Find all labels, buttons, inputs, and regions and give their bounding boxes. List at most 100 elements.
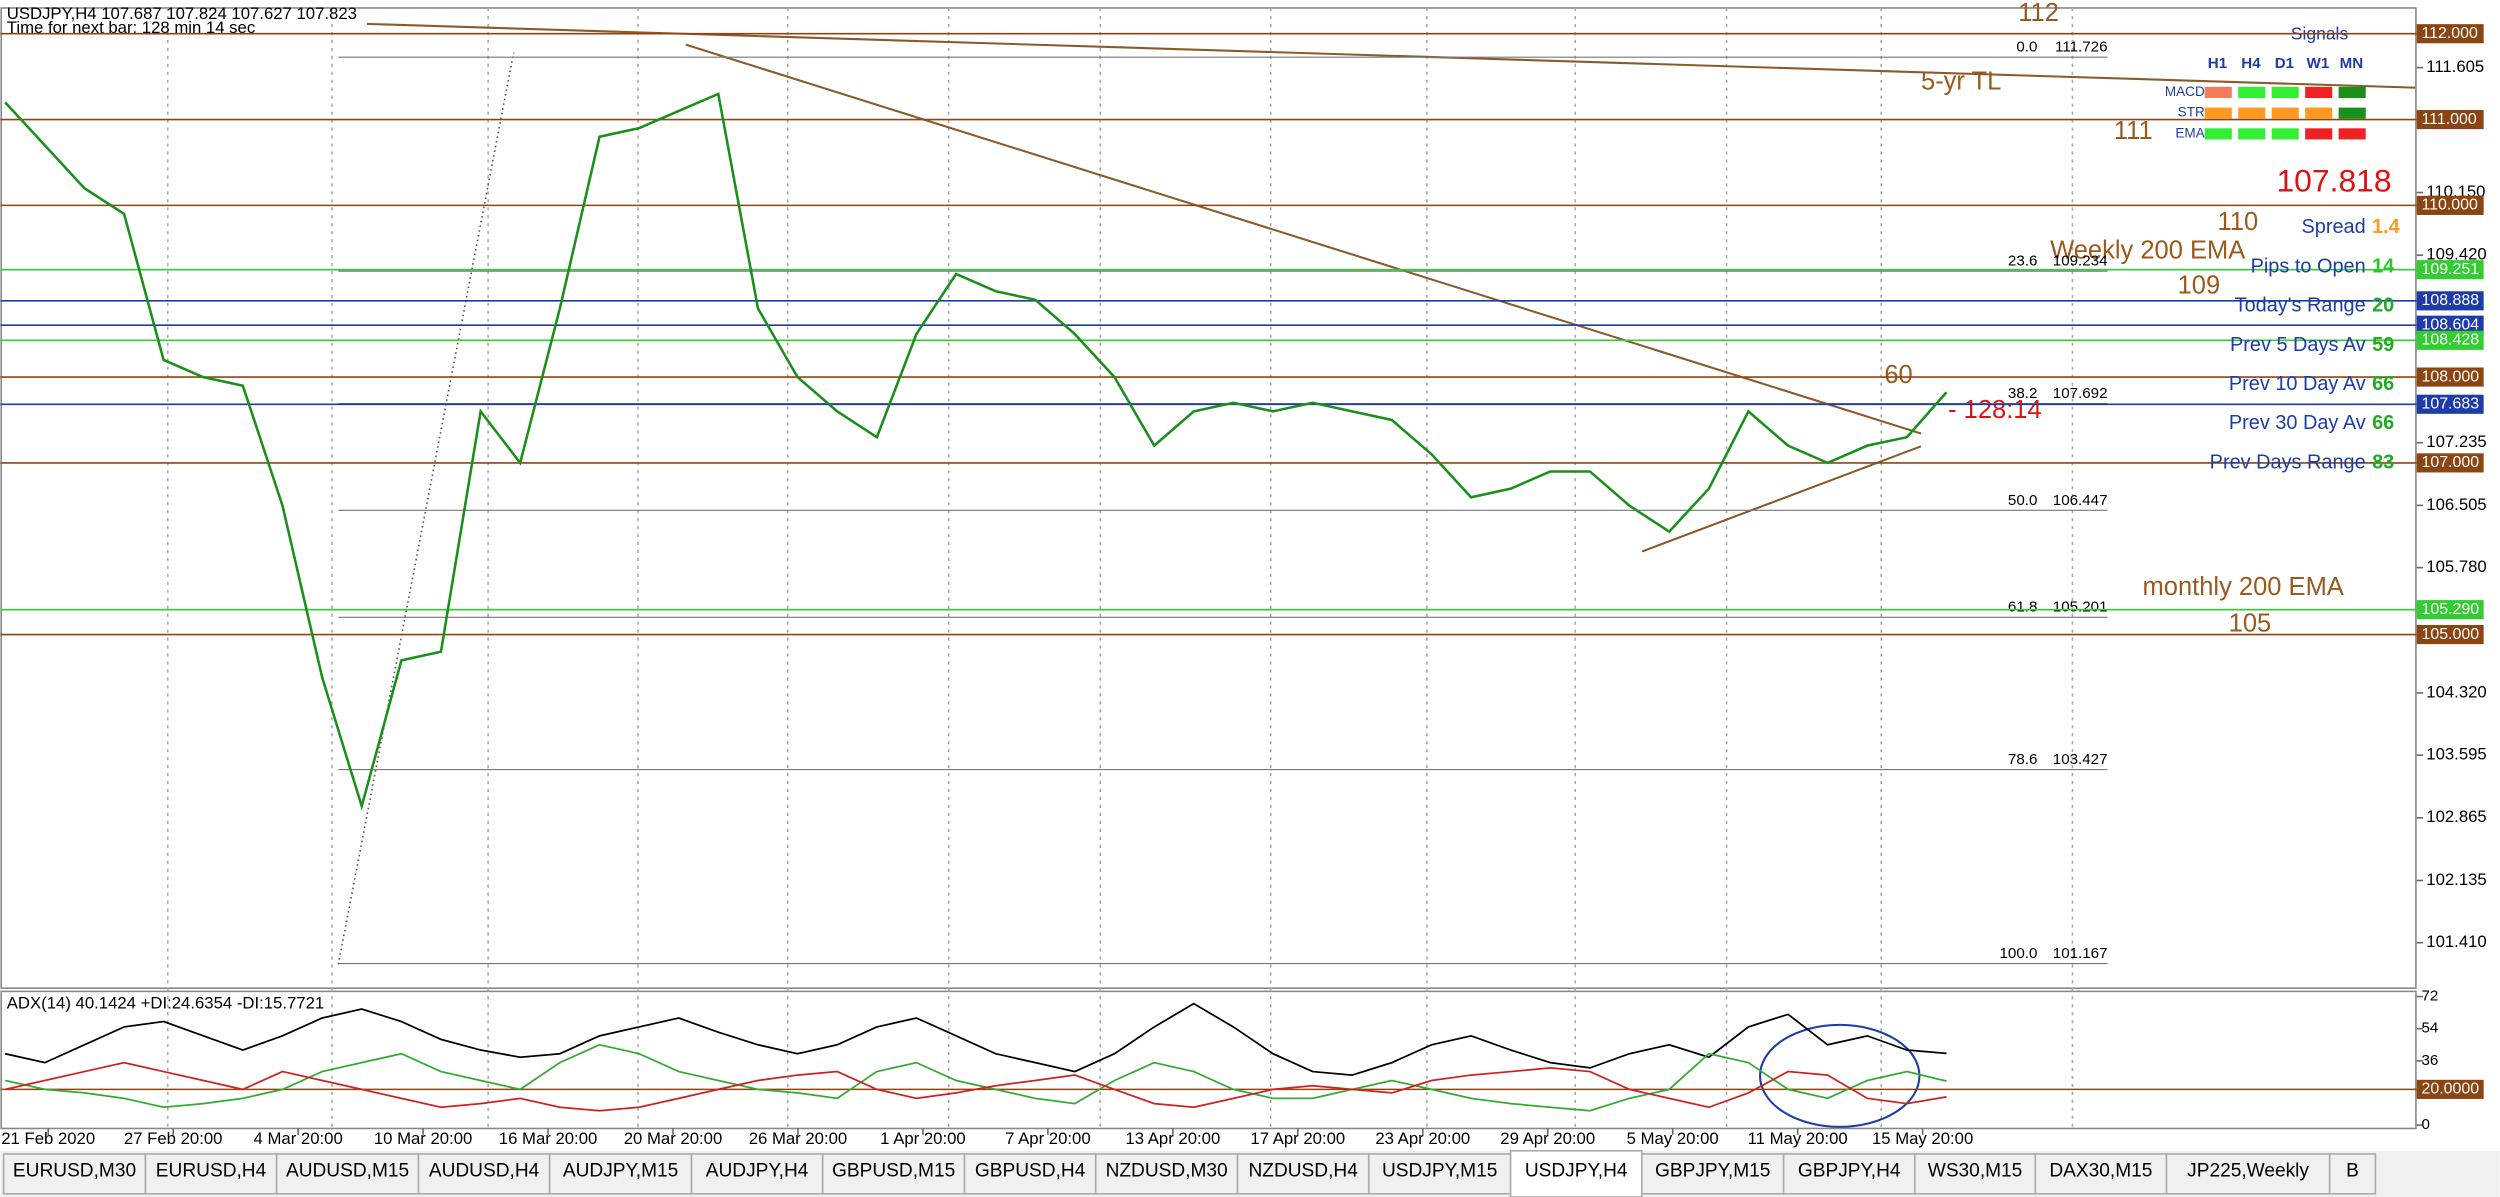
tab-label[interactable]: AUDJPY,H4 <box>706 1161 809 1182</box>
level-tag <box>2416 315 2484 335</box>
tab[interactable] <box>548 1153 693 1195</box>
info-value: 66 <box>2372 412 2394 434</box>
tab[interactable] <box>1640 1153 1785 1195</box>
x-tick-label: 21 Feb 2020 <box>1 1129 95 1148</box>
adx-tick-label: 0 <box>2421 1116 2429 1133</box>
fib-ratio: 50.0 <box>2008 492 2037 509</box>
annotation: 111 <box>2114 117 2153 145</box>
level-tag <box>2416 291 2484 311</box>
fib-price: 106.447 <box>2053 492 2108 509</box>
tab-label[interactable]: USDJPY,H4 <box>1525 1161 1628 1182</box>
tab[interactable] <box>2165 1153 2331 1195</box>
tab[interactable] <box>963 1153 1097 1195</box>
level-tag <box>2416 600 2484 620</box>
adx-tick-label: 54 <box>2421 1020 2438 1037</box>
price-tick-label: 111.605 <box>2426 57 2484 76</box>
tab-label[interactable]: B <box>2346 1161 2359 1182</box>
info-value: 1.4 <box>2372 216 2400 238</box>
level-label: 105.000 <box>2421 626 2479 643</box>
tab-label[interactable]: AUDUSD,M15 <box>286 1161 409 1182</box>
tab-label[interactable]: NZDUSD,M30 <box>1106 1161 1228 1182</box>
tab[interactable] <box>1236 1153 1370 1195</box>
info-label: Prev 10 Day Av <box>2229 373 2366 395</box>
price-tick-label: 103.595 <box>2426 745 2486 764</box>
annotation: Weekly 200 EMA <box>2050 237 2245 265</box>
tab-label[interactable]: NZDUSD,H4 <box>1248 1161 1358 1182</box>
level-label: 107.683 <box>2421 395 2479 412</box>
tab-label[interactable]: USDJPY,M15 <box>1382 1161 1497 1182</box>
annotation: 5-yr TL <box>1921 68 2001 96</box>
tab[interactable] <box>417 1153 551 1195</box>
level-label: 105.290 <box>2421 601 2479 618</box>
tab-label[interactable]: GBPUSD,H4 <box>975 1161 1086 1182</box>
symbol-line: USDJPY,H4 107.687 107.824 107.627 107.82… <box>7 4 357 23</box>
info-value: 14 <box>2372 255 2394 277</box>
signal-row-label: MACD <box>2165 84 2205 99</box>
level-label: 108.604 <box>2421 316 2479 333</box>
tab-label[interactable]: EURUSD,H4 <box>156 1161 267 1182</box>
annotation: 109 <box>2178 272 2221 300</box>
tab[interactable] <box>1094 1153 1239 1195</box>
level-tag <box>2416 195 2484 215</box>
tab[interactable] <box>690 1153 824 1195</box>
level-tag <box>2416 330 2484 350</box>
tab-label[interactable]: AUDUSD,H4 <box>429 1161 540 1182</box>
fib-ratio: 61.8 <box>2008 599 2037 616</box>
x-tick-label: 17 Apr 20:00 <box>1250 1129 1345 1148</box>
fib-price: 111.726 <box>2055 39 2107 56</box>
signal-column: MN <box>2340 55 2364 72</box>
signal-cell <box>2238 107 2266 119</box>
adx-tick-label: 36 <box>2421 1052 2438 1069</box>
adx-highlight <box>1759 1023 1921 1128</box>
info-value: 83 <box>2372 451 2394 473</box>
fib-ratio: 0.0 <box>2016 39 2037 56</box>
signal-row-label: STR <box>2178 105 2205 120</box>
signal-cell <box>2338 107 2366 119</box>
info-label: Today's Range <box>2235 295 2366 317</box>
level-label: 112.000 <box>2421 25 2478 42</box>
fib-price: 107.692 <box>2053 385 2108 402</box>
level-label: 109.251 <box>2421 261 2479 278</box>
signal-column: H1 <box>2208 55 2227 72</box>
tab-label[interactable]: GBPJPY,M15 <box>1655 1161 1770 1182</box>
adx-tick-label: 72 <box>2421 988 2438 1005</box>
tab[interactable] <box>275 1153 420 1195</box>
price-line <box>4 92 1948 811</box>
fib-price: 105.201 <box>2053 599 2108 616</box>
signal-row-label: EMA <box>2175 125 2204 140</box>
price-tick-label: 104.320 <box>2426 682 2486 701</box>
signal-cell <box>2238 86 2266 99</box>
signal-column: D1 <box>2275 55 2294 72</box>
signal-cell <box>2271 107 2299 119</box>
tab-label[interactable]: GBPJPY,H4 <box>1798 1161 1901 1182</box>
tab-label[interactable]: EURUSD,M30 <box>13 1161 136 1182</box>
x-tick-label: 7 Apr 20:00 <box>1005 1129 1091 1148</box>
info-value: 66 <box>2372 373 2394 395</box>
tab[interactable] <box>2034 1153 2168 1195</box>
adx-tick-label: 20.0000 <box>2421 1081 2479 1098</box>
annotations: 112 5-yr TL 111 107.818 110 Weekly 200 E… <box>1884 0 2391 638</box>
signal-column: W1 <box>2307 55 2330 72</box>
signal-cell <box>2271 86 2299 99</box>
tab-label[interactable]: JP225,Weekly <box>2187 1161 2309 1182</box>
fib-price: 103.427 <box>2053 751 2108 768</box>
x-tick-label: 13 Apr 20:00 <box>1125 1129 1220 1148</box>
level-label: 107.000 <box>2421 454 2479 471</box>
level-tag <box>2416 394 2484 414</box>
info-value: 59 <box>2372 334 2394 356</box>
tab[interactable] <box>144 1153 278 1195</box>
price-tick-label: 106.505 <box>2426 495 2486 514</box>
level-tag <box>2416 24 2484 44</box>
tab[interactable] <box>1782 1153 1916 1195</box>
info-label: Pips to Open <box>2251 255 2366 277</box>
tab-label[interactable]: AUDJPY,M15 <box>563 1161 678 1182</box>
tab-label[interactable]: WS30,M15 <box>1928 1161 2023 1182</box>
level-label: 108.000 <box>2421 368 2479 385</box>
signal-cell <box>2305 128 2333 140</box>
signal-cell <box>2204 107 2232 119</box>
tab-label[interactable]: GBPUSD,M15 <box>832 1161 955 1182</box>
tab-label[interactable]: DAX30,M15 <box>2049 1161 2152 1182</box>
tab[interactable] <box>2328 1153 2377 1195</box>
level-label: 108.428 <box>2421 332 2479 349</box>
fib-price: 109.234 <box>2053 253 2108 270</box>
